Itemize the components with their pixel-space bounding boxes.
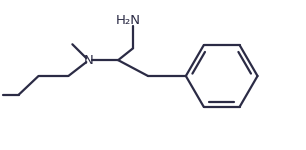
Text: N: N <box>84 54 93 67</box>
Text: H₂N: H₂N <box>116 14 141 27</box>
